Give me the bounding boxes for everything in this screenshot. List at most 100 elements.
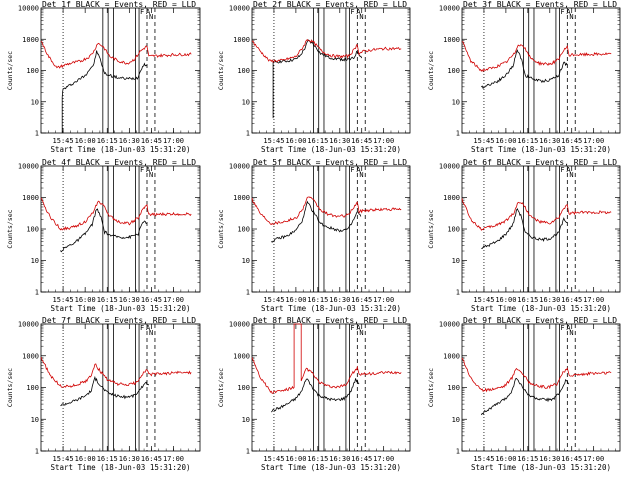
y-axis-label: Counts/sec bbox=[6, 368, 14, 407]
x-axis-label: Start Time (18-Jun-03 15:31:20) bbox=[261, 145, 401, 154]
plot-frame bbox=[461, 323, 621, 452]
y-axis-label: Counts/sec bbox=[217, 51, 225, 90]
x-tick-label: 15:45 bbox=[263, 137, 284, 145]
series-line-lld bbox=[40, 197, 192, 231]
y-axis-label: Counts/sec bbox=[217, 209, 225, 248]
plot-frame bbox=[40, 7, 201, 134]
series-line-events bbox=[61, 50, 148, 133]
panel-det-8: 1 10 100 1000 10000 15:45 16:00 16:15 16:30 16:45… bbox=[217, 316, 411, 472]
x-tick-label: 15:45 bbox=[263, 296, 284, 304]
x-tick-label: 16:30 bbox=[539, 296, 560, 304]
y-axis-label: Counts/sec bbox=[6, 209, 14, 248]
marker-letter: N bbox=[149, 171, 153, 179]
series-line-events bbox=[480, 377, 570, 416]
y-tick-label: 10000 bbox=[439, 163, 460, 171]
marker-letter: A bbox=[566, 8, 571, 16]
x-tick-label: 16:15 bbox=[517, 455, 538, 463]
y-tick-label: 10000 bbox=[18, 163, 39, 171]
series-line-events bbox=[60, 208, 147, 253]
y-tick-label: 100 bbox=[447, 67, 460, 75]
x-tick-label: 17:00 bbox=[583, 137, 604, 145]
x-tick-label: 16:15 bbox=[307, 455, 328, 463]
x-axis-label: Start Time (18-Jun-03 15:31:20) bbox=[261, 304, 401, 313]
x-tick-label: 16:30 bbox=[329, 296, 350, 304]
y-tick-label: 1000 bbox=[233, 352, 250, 360]
marker-letter: A bbox=[356, 8, 361, 16]
marker-letter: N bbox=[149, 329, 153, 337]
panel-det-3: 1 10 100 1000 10000 15:45 16:00 16:15 16:30 16:45… bbox=[427, 0, 621, 154]
marker-letter: A bbox=[146, 324, 151, 332]
y-tick-label: 10000 bbox=[18, 321, 39, 329]
y-tick-label: 10000 bbox=[439, 321, 460, 329]
y-tick-label: 100 bbox=[237, 226, 250, 234]
y-tick-label: 100 bbox=[237, 384, 250, 392]
panel-title: Det 7f BLACK = Events, RED = LLD bbox=[42, 316, 196, 325]
panel-title: Det 3f BLACK = Events, RED = LLD bbox=[463, 0, 617, 9]
y-tick-label: 1000 bbox=[443, 36, 460, 44]
x-tick-label: 15:45 bbox=[473, 455, 494, 463]
panel-det-5: 1 10 100 1000 10000 15:45 16:00 16:15 16:30 16:45… bbox=[217, 158, 411, 313]
x-tick-label: 16:45 bbox=[351, 455, 372, 463]
marker-letter: A bbox=[356, 324, 361, 332]
x-tick-label: 16:00 bbox=[495, 137, 516, 145]
y-axis-label: Counts/sec bbox=[217, 368, 225, 407]
panel-det-4: 1 10 100 1000 10000 15:45 16:00 16:15 16:30 16:45… bbox=[6, 158, 201, 313]
y-tick-label: 100 bbox=[447, 226, 460, 234]
x-axis-label: Start Time (18-Jun-03 15:31:20) bbox=[471, 463, 611, 472]
panel-det-9: 1 10 100 1000 10000 15:45 16:00 16:15 16:30 16:45… bbox=[427, 316, 621, 472]
x-tick-label: 17:00 bbox=[373, 455, 394, 463]
panel-title: Det 9f BLACK = Events, RED = LLD bbox=[463, 316, 617, 325]
y-tick-label: 10 bbox=[31, 416, 39, 424]
x-tick-label: 16:45 bbox=[141, 296, 162, 304]
x-axis-label: Start Time (18-Jun-03 15:31:20) bbox=[471, 145, 611, 154]
y-tick-label: 10 bbox=[31, 98, 39, 106]
y-tick-label: 10000 bbox=[229, 163, 250, 171]
x-tick-label: 16:15 bbox=[307, 137, 328, 145]
y-tick-label: 1 bbox=[456, 130, 460, 138]
panel-det-7: 1 10 100 1000 10000 15:45 16:00 16:15 16:30 16:45… bbox=[6, 316, 201, 472]
x-tick-label: 15:45 bbox=[473, 137, 494, 145]
x-tick-label: 17:00 bbox=[373, 296, 394, 304]
y-tick-label: 100 bbox=[26, 384, 39, 392]
marker-letter: F bbox=[140, 8, 144, 16]
marker-letter: F bbox=[350, 324, 354, 332]
marker-letter: F bbox=[140, 324, 144, 332]
y-tick-label: 1000 bbox=[22, 36, 39, 44]
x-tick-label: 16:30 bbox=[539, 137, 560, 145]
y-tick-label: 1 bbox=[35, 289, 39, 297]
marker-letter: N bbox=[149, 13, 153, 21]
panel-title: Det 4f BLACK = Events, RED = LLD bbox=[42, 158, 196, 167]
marker-letter: F bbox=[350, 166, 354, 174]
y-axis-label: Counts/sec bbox=[6, 51, 14, 90]
series-line-lld bbox=[461, 41, 612, 73]
x-tick-label: 16:15 bbox=[517, 296, 538, 304]
marker-letter: N bbox=[359, 171, 363, 179]
x-tick-label: 16:15 bbox=[97, 137, 118, 145]
x-tick-label: 17:00 bbox=[373, 137, 394, 145]
x-tick-label: 16:45 bbox=[351, 137, 372, 145]
y-tick-label: 10 bbox=[242, 416, 250, 424]
y-tick-label: 1 bbox=[246, 130, 250, 138]
marker-letter: N bbox=[359, 329, 363, 337]
x-axis-label: Start Time (18-Jun-03 15:31:20) bbox=[51, 463, 191, 472]
x-tick-label: 15:45 bbox=[263, 455, 284, 463]
x-tick-label: 15:45 bbox=[473, 296, 494, 304]
panel-title: Det 1f BLACK = Events, RED = LLD bbox=[42, 0, 196, 9]
x-tick-label: 16:45 bbox=[141, 455, 162, 463]
y-axis-label: Counts/sec bbox=[427, 51, 435, 90]
y-tick-label: 10 bbox=[452, 98, 460, 106]
y-tick-label: 10 bbox=[242, 257, 250, 265]
x-tick-label: 15:45 bbox=[53, 137, 74, 145]
x-tick-label: 16:45 bbox=[351, 296, 372, 304]
y-tick-label: 1000 bbox=[22, 194, 39, 202]
y-tick-label: 1000 bbox=[233, 194, 250, 202]
y-tick-label: 1000 bbox=[233, 36, 250, 44]
y-tick-label: 10 bbox=[31, 257, 39, 265]
x-tick-label: 16:15 bbox=[517, 137, 538, 145]
marker-letter: F bbox=[560, 166, 564, 174]
panel-det-6: 1 10 100 1000 10000 15:45 16:00 16:15 16:30 16:45… bbox=[427, 158, 621, 313]
x-tick-label: 16:00 bbox=[285, 137, 306, 145]
y-tick-label: 1000 bbox=[443, 194, 460, 202]
x-tick-label: 16:00 bbox=[495, 455, 516, 463]
